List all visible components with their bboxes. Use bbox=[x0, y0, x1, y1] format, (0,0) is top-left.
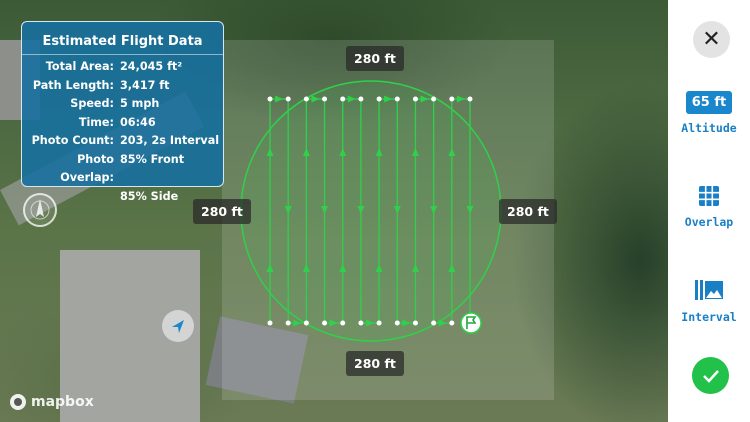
waypoint bbox=[358, 96, 364, 102]
waypoint bbox=[267, 320, 273, 326]
direction-arrow bbox=[393, 206, 401, 214]
direction-arrow bbox=[302, 148, 310, 156]
direction-arrow bbox=[266, 148, 274, 156]
row-label: Speed: bbox=[70, 97, 114, 110]
direction-arrow bbox=[266, 264, 274, 272]
direction-arrow bbox=[293, 319, 302, 327]
grid-icon[interactable] bbox=[699, 186, 719, 206]
direction-arrow bbox=[357, 206, 365, 214]
row-label: Photo Overlap: bbox=[60, 152, 114, 185]
card-title: Estimated Flight Data bbox=[22, 22, 223, 55]
checkmark-icon bbox=[702, 369, 719, 383]
locate-button[interactable] bbox=[162, 310, 194, 342]
waypoint bbox=[303, 320, 309, 326]
sidebar bbox=[668, 0, 750, 422]
direction-arrow bbox=[275, 95, 284, 103]
compass-icon bbox=[30, 199, 50, 220]
waypoint bbox=[303, 96, 309, 102]
row-value: 3,417 ft bbox=[120, 78, 170, 92]
direction-arrow bbox=[366, 319, 374, 327]
waypoint bbox=[449, 96, 455, 102]
waypoint bbox=[322, 96, 328, 102]
direction-arrow bbox=[448, 148, 456, 156]
flight-data-row: 85% Side bbox=[22, 188, 223, 207]
direction-arrow bbox=[411, 148, 419, 156]
direction-arrow bbox=[384, 95, 393, 103]
row-label: Total Area: bbox=[45, 60, 114, 73]
direction-arrow bbox=[339, 264, 347, 272]
altitude-label[interactable]: Altitude bbox=[681, 121, 737, 135]
mapbox-logo: mapbox bbox=[9, 393, 94, 411]
direction-arrow bbox=[438, 319, 447, 327]
direction-arrow bbox=[420, 95, 429, 103]
direction-arrow bbox=[347, 95, 356, 103]
overlap-label[interactable]: Overlap bbox=[684, 215, 734, 229]
coverage-circle bbox=[240, 80, 502, 342]
row-value: 203, 2s Interval bbox=[120, 134, 220, 147]
waypoint bbox=[285, 96, 291, 102]
navigation-arrow-icon bbox=[172, 320, 184, 333]
waypoint bbox=[267, 96, 273, 102]
direction-arrow bbox=[430, 206, 438, 214]
flight-data-row: Total Area: 24,045 ft² bbox=[22, 58, 223, 77]
flight-data-row: Speed: 5 mph bbox=[22, 95, 223, 114]
row-label: Path Length: bbox=[32, 78, 114, 92]
direction-arrow bbox=[302, 264, 310, 272]
direction-arrow bbox=[375, 264, 383, 272]
direction-arrow bbox=[321, 206, 329, 214]
waypoint bbox=[358, 320, 364, 326]
row-value: 85% Side bbox=[120, 189, 179, 203]
waypoint bbox=[322, 320, 328, 326]
direction-arrow bbox=[466, 206, 474, 214]
waypoint bbox=[376, 96, 382, 102]
waypoint bbox=[449, 320, 455, 326]
flight-data-row: Time: 06:46 bbox=[22, 114, 223, 133]
flag-icon bbox=[466, 316, 477, 329]
waypoint bbox=[376, 320, 382, 326]
waypoint bbox=[340, 320, 346, 326]
altitude-value[interactable]: 65 ft bbox=[686, 91, 732, 114]
direction-arrow bbox=[448, 264, 456, 272]
waypoint bbox=[431, 96, 437, 102]
direction-arrow bbox=[402, 319, 411, 327]
waypoint bbox=[412, 320, 418, 326]
direction-arrow bbox=[329, 319, 338, 327]
distance-right: 280 ft bbox=[499, 199, 557, 224]
distance-left: 280 ft bbox=[193, 199, 251, 224]
distance-bottom: 280 ft bbox=[346, 351, 404, 376]
row-value: 06:46 bbox=[120, 115, 156, 129]
compass-button[interactable] bbox=[23, 193, 57, 227]
row-label: Time: bbox=[78, 115, 114, 129]
interval-image-icon[interactable] bbox=[695, 280, 723, 300]
direction-arrow bbox=[456, 95, 465, 103]
row-value: 24,045 ft² bbox=[120, 60, 183, 73]
direction-arrow bbox=[375, 148, 383, 156]
mapbox-text: mapbox bbox=[31, 394, 94, 410]
distance-top: 280 ft bbox=[346, 46, 404, 71]
direction-arrow bbox=[284, 206, 292, 214]
confirm-button[interactable] bbox=[692, 357, 729, 394]
waypoint bbox=[394, 96, 400, 102]
waypoint bbox=[340, 96, 346, 102]
flight-data-card: Estimated Flight Data Total Area: 24,045 … bbox=[21, 21, 224, 203]
flight-data-row: Path Length: 3,417 ft bbox=[22, 77, 223, 96]
interval-label[interactable]: Interval bbox=[681, 310, 737, 324]
direction-arrow bbox=[411, 264, 419, 272]
waypoint bbox=[394, 320, 400, 326]
row-value: 5 mph bbox=[120, 97, 160, 110]
waypoint bbox=[285, 320, 291, 326]
waypoint bbox=[412, 96, 418, 102]
row-value: 85% Front bbox=[120, 152, 185, 166]
waypoint bbox=[467, 96, 473, 102]
direction-arrow bbox=[339, 148, 347, 156]
close-button[interactable]: ✕ bbox=[693, 21, 730, 58]
close-icon: ✕ bbox=[702, 27, 721, 52]
row-label: Photo Count: bbox=[31, 134, 114, 147]
flight-data-row: Photo Overlap: 85% Front bbox=[22, 151, 223, 188]
flight-data-row: Photo Count: 203, 2s Interval bbox=[22, 132, 223, 151]
map-view[interactable]: Estimated Flight Data Total Area: 24,045 … bbox=[0, 0, 668, 422]
waypoint bbox=[431, 320, 437, 326]
direction-arrow bbox=[311, 95, 320, 103]
mapbox-icon bbox=[10, 394, 26, 410]
